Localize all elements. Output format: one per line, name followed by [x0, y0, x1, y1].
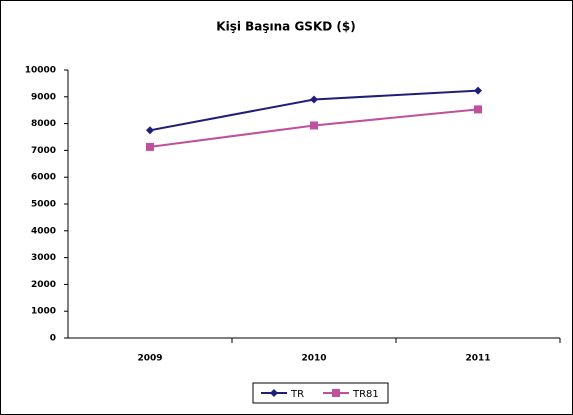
legend-label: TR81	[352, 389, 379, 400]
marker	[146, 142, 154, 151]
marker	[474, 105, 482, 114]
y-tick-label: 3000	[31, 253, 56, 263]
x-tick-label: 2010	[301, 354, 326, 364]
y-tick-label: 6000	[31, 173, 56, 183]
marker	[270, 389, 278, 397]
x-tick-label: 2009	[137, 354, 162, 364]
y-tick-label: 2000	[31, 280, 56, 290]
y-tick-label: 1000	[31, 307, 56, 317]
y-tick-label: 9000	[31, 92, 56, 102]
marker	[310, 121, 318, 130]
y-tick-label: 4000	[31, 226, 56, 236]
marker	[474, 86, 482, 95]
legend-label: TR	[290, 389, 304, 400]
y-tick-label: 7000	[31, 146, 56, 156]
y-tick-label: 10000	[25, 66, 56, 76]
marker	[146, 126, 154, 135]
y-tick-label: 0	[50, 334, 56, 344]
y-tick-label: 8000	[31, 119, 56, 129]
y-tick-label: 5000	[31, 200, 56, 210]
marker	[332, 389, 340, 397]
chart-title: Kişi Başına GSKD ($)	[216, 20, 355, 34]
x-tick-label: 2011	[465, 354, 490, 364]
marker	[310, 95, 318, 104]
legend-box	[252, 382, 389, 404]
